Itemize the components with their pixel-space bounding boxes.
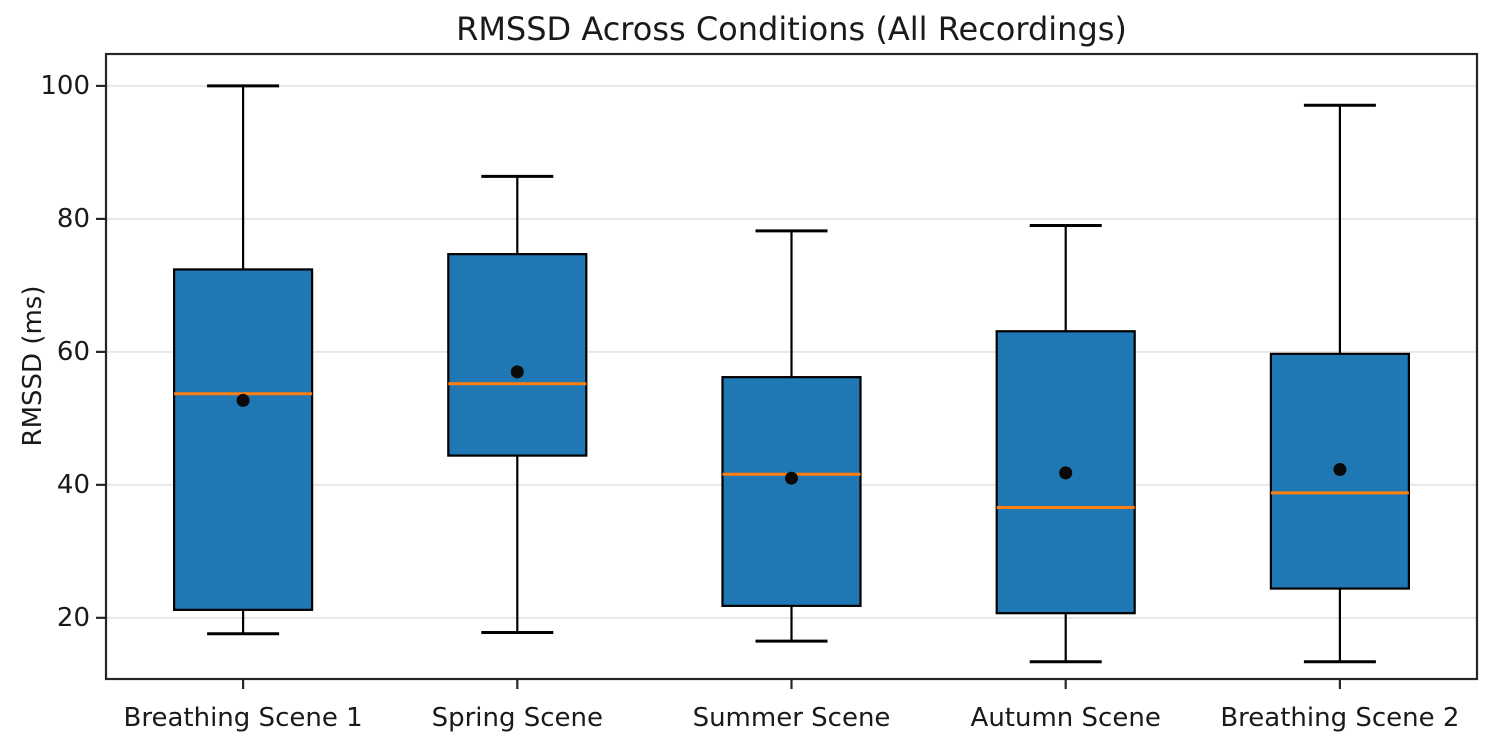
- x-tick-label-summer-scene: Summer Scene: [693, 703, 891, 733]
- iqr-box: [721, 376, 862, 607]
- x-tick-label-spring-scene: Spring Scene: [432, 703, 603, 733]
- y-tick-label-60: 60: [57, 337, 90, 367]
- mean-dot: [236, 393, 250, 407]
- mean-dot: [510, 365, 524, 379]
- box-summer-scene: [721, 229, 862, 643]
- y-tick-label-100: 100: [40, 71, 90, 101]
- x-tick-label-breathing-scene-2: Breathing Scene 2: [1220, 703, 1459, 733]
- box-breathing-scene-2: [1269, 103, 1411, 664]
- mean-dot: [1059, 466, 1073, 480]
- box-autumn-scene: [995, 224, 1136, 664]
- y-tick-label-80: 80: [57, 204, 90, 234]
- iqr-box: [173, 268, 314, 611]
- x-tick-label-autumn-scene: Autumn Scene: [971, 703, 1161, 733]
- box-spring-scene: [447, 174, 588, 634]
- iqr-box: [447, 253, 588, 457]
- box-breathing-scene-1: [173, 84, 314, 636]
- x-tick-label-breathing-scene-1: Breathing Scene 1: [124, 703, 363, 733]
- mean-dot: [785, 471, 798, 485]
- mean-dot: [1333, 463, 1347, 477]
- y-tick-label-40: 40: [57, 470, 90, 500]
- y-tick-label-20: 20: [57, 603, 90, 633]
- chart-title: RMSSD Across Conditions (All Recordings): [456, 10, 1127, 48]
